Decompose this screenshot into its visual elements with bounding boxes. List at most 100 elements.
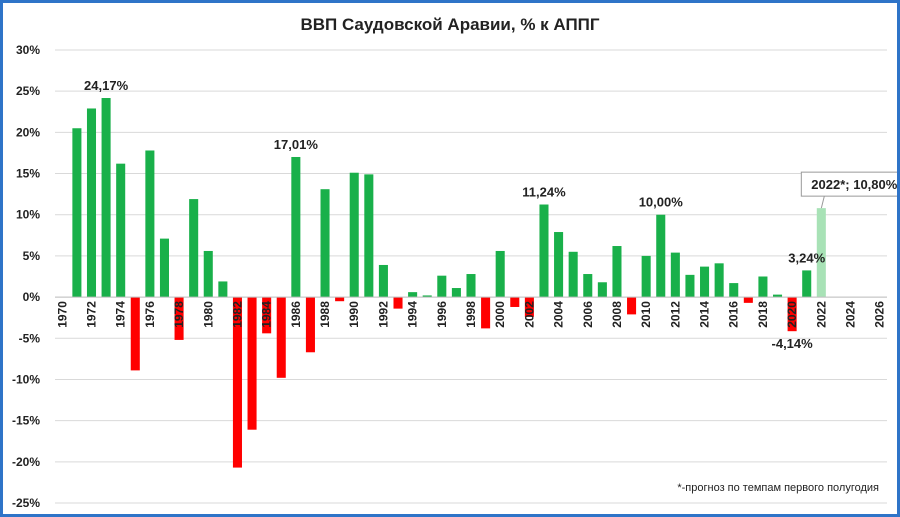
bar-1991 <box>364 174 374 298</box>
data-label-2020: -4,14% <box>772 336 814 351</box>
x-tick-label: 1990 <box>347 301 361 328</box>
y-tick-label: -5% <box>19 331 41 345</box>
bar-2022 <box>816 208 826 298</box>
x-tick-label: 1984 <box>260 301 274 328</box>
bar-2013 <box>685 274 695 298</box>
data-label-2011: 10,00% <box>639 195 684 210</box>
x-tick-label: 1988 <box>318 301 332 328</box>
bar-2009 <box>627 297 637 315</box>
bar-2020 <box>787 297 797 332</box>
bar-1979 <box>189 199 199 298</box>
y-tick-label: 20% <box>16 125 40 139</box>
data-label-1973: 24,17% <box>84 78 129 93</box>
bar-1972 <box>86 108 97 298</box>
x-tick-label: 2022 <box>814 301 828 328</box>
x-tick-label: 1994 <box>406 301 420 328</box>
bar-1997 <box>451 288 461 298</box>
x-tick-label: 1970 <box>55 301 69 328</box>
x-tick-label: 1976 <box>143 301 157 328</box>
bar-1994 <box>408 292 418 298</box>
x-tick-label: 2018 <box>756 301 770 328</box>
x-tick-label: 2000 <box>493 301 507 328</box>
y-tick-label: -25% <box>12 496 40 510</box>
x-tick-label: 1972 <box>84 301 98 328</box>
chart-footnote: *-прогноз по темпам первого полугодия <box>677 482 879 494</box>
x-tick-label: 2020 <box>785 301 799 328</box>
x-tick-label: 2004 <box>552 301 566 328</box>
bar-2021 <box>802 270 812 298</box>
x-tick-label: 1986 <box>289 301 303 328</box>
bar-1996 <box>437 275 447 298</box>
y-tick-label: 30% <box>16 43 40 57</box>
bar-1978 <box>174 297 184 340</box>
bar-1984 <box>262 297 272 334</box>
callout-leader <box>820 196 825 209</box>
bar-2003 <box>539 204 549 298</box>
x-tick-label: 2024 <box>844 301 858 328</box>
x-tick-label: 1996 <box>435 301 449 328</box>
bar-2005 <box>568 251 578 298</box>
y-tick-label: 25% <box>16 84 40 98</box>
bar-2018 <box>758 276 768 298</box>
bar-1990 <box>349 172 359 298</box>
bar-2017 <box>743 297 753 303</box>
y-tick-label: -10% <box>12 372 40 386</box>
bar-1995 <box>422 295 432 298</box>
x-tick-label: 2016 <box>727 301 741 328</box>
data-label-2022: 2022*; 10,80% <box>811 177 897 192</box>
bar-2001 <box>510 297 520 307</box>
bar-2000 <box>495 250 505 298</box>
y-tick-label: 15% <box>16 167 40 181</box>
bar-1971 <box>72 128 82 298</box>
bar-1982 <box>232 297 242 468</box>
bar-1988 <box>320 189 330 298</box>
data-label-1986: 17,01% <box>274 137 319 152</box>
x-tick-label: 2026 <box>873 301 887 328</box>
bar-1993 <box>393 297 403 309</box>
bar-1987 <box>305 297 315 353</box>
x-tick-label: 1974 <box>114 301 128 328</box>
bar-1973 <box>101 98 111 298</box>
bar-1989 <box>335 297 345 302</box>
bar-1980 <box>203 250 213 298</box>
bar-2019 <box>773 294 783 298</box>
bar-1985 <box>276 297 286 378</box>
bar-1974 <box>116 163 126 298</box>
bar-1992 <box>378 264 388 298</box>
bar-2007 <box>597 282 607 298</box>
bar-2008 <box>612 246 622 298</box>
y-tick-label: 10% <box>16 208 40 222</box>
bar-2002 <box>524 297 534 317</box>
callout-box <box>800 171 897 197</box>
y-tick-label: 5% <box>23 249 41 263</box>
x-tick-label: 1978 <box>172 301 186 328</box>
bar-1975 <box>130 297 140 371</box>
chart-title: ВВП Саудовской Аравии, % к АППГ <box>300 15 600 34</box>
y-tick-label: 0% <box>23 290 41 304</box>
bar-2004 <box>554 232 564 298</box>
x-tick-label: 2006 <box>581 301 595 328</box>
bar-1981 <box>218 281 228 298</box>
bar-1976 <box>145 150 155 298</box>
y-tick-label: -20% <box>12 455 40 469</box>
bar-chart: 30% 25% 20% 15% 10% 5% 0% -5% -10% -15% -20% -25% 19… <box>12 43 897 510</box>
bar-1998 <box>466 274 476 298</box>
bar-2011 <box>656 214 666 298</box>
bar-1977 <box>159 238 169 298</box>
bar-2016 <box>729 283 739 298</box>
bar-2012 <box>670 252 680 298</box>
bar-2006 <box>583 274 593 298</box>
x-tick-label: 1998 <box>464 301 478 328</box>
x-tick-label: 1982 <box>230 301 244 328</box>
y-tick-label: -15% <box>12 414 40 428</box>
x-tick-label: 2014 <box>698 301 712 328</box>
data-label-2021: 3,24% <box>788 250 825 265</box>
x-tick-label: 2008 <box>610 301 624 328</box>
bar-1999 <box>481 297 491 329</box>
data-label-2003: 11,24% <box>522 185 566 200</box>
bar-2014 <box>700 266 710 298</box>
bar-2015 <box>714 263 724 298</box>
x-tick-label: 2002 <box>522 301 536 328</box>
x-tick-label: 2010 <box>639 301 653 328</box>
